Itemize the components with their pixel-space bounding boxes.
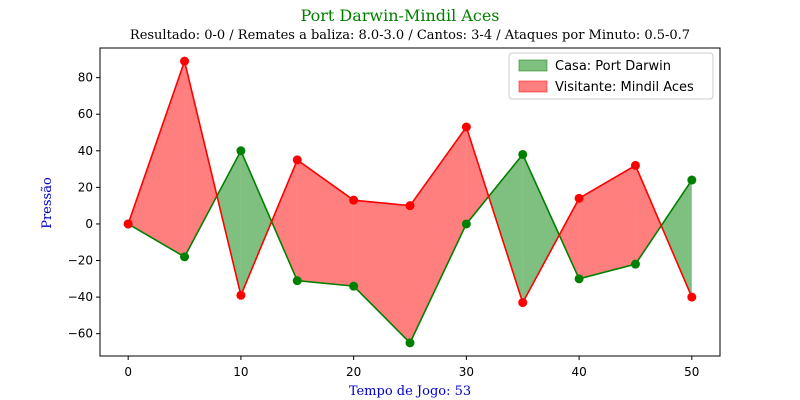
away-point-5 [405, 201, 415, 211]
away-point-4 [349, 195, 359, 205]
away-point-1 [180, 56, 190, 66]
home-point-10 [687, 175, 697, 185]
away-point-0 [123, 219, 133, 229]
home-point-6 [461, 219, 471, 229]
fill-segment-7b [559, 198, 580, 279]
fill-segment-8 [579, 165, 636, 279]
y-tick-label-6: 60 [78, 107, 93, 121]
x-axis-label: Tempo de Jogo: 53 [349, 384, 471, 399]
fill-segment-7a [522, 154, 560, 303]
y-tick-label-2: −20 [68, 254, 93, 268]
away-point-7 [518, 298, 528, 308]
chart-title: Port Darwin-Mindil Aces [300, 6, 499, 25]
away-point-10 [687, 292, 697, 302]
fill-segment-0 [128, 61, 185, 257]
fill-layer [128, 61, 692, 343]
fill-segment-1a [184, 61, 217, 257]
x-tick-label-0: 0 [124, 365, 132, 379]
y-tick-label-4: 20 [78, 180, 93, 194]
fill-segment-2a [240, 150, 272, 296]
legend: Casa: Port Darwin Visitante: Mindil Aces [508, 52, 714, 100]
home-point-4 [349, 281, 359, 291]
x-tick-label-1: 10 [233, 365, 248, 379]
fill-segment-1b [216, 150, 241, 296]
away-point-2 [236, 290, 246, 300]
away-point-3 [292, 155, 302, 165]
fill-segment-9b [661, 180, 692, 298]
away-point-6 [461, 122, 471, 132]
fill-segment-2b [271, 159, 298, 281]
chart-subtitle: Resultado: 0-0 / Remates a baliza: 8.0-3… [130, 28, 690, 43]
x-tick-label-4: 40 [571, 365, 586, 379]
x-tick-label-5: 50 [684, 365, 699, 379]
home-point-7 [518, 149, 528, 159]
fill-segment-6b [488, 154, 523, 303]
fill-segment-4 [353, 200, 410, 343]
home-point-9 [630, 259, 640, 269]
y-tick-label-3: 0 [85, 217, 93, 231]
home-point-2 [236, 146, 246, 156]
home-point-5 [405, 338, 415, 348]
y-tick-label-5: 40 [78, 144, 93, 158]
y-axis-label: Pressão [40, 177, 55, 229]
away-point-8 [574, 193, 584, 203]
axes-frame [99, 47, 721, 357]
x-tick-label-2: 20 [346, 365, 361, 379]
away-point-9 [630, 160, 640, 170]
legend-label-home: Casa: Port Darwin [555, 59, 671, 74]
legend-swatch-home [518, 59, 548, 72]
y-tick-label-7: 80 [78, 71, 93, 85]
home-point-1 [180, 252, 190, 262]
y-axis-ticks: −60 −40 −20 0 20 40 60 80 [68, 71, 100, 341]
point-layer [123, 56, 697, 348]
legend-swatch-away [518, 80, 548, 93]
y-tick-label-1: −40 [68, 290, 93, 304]
fill-segment-6a [466, 127, 489, 224]
fill-segment-9a [635, 165, 662, 265]
fill-segment-3 [297, 159, 354, 287]
y-tick-label-0: −60 [68, 327, 93, 341]
home-point-3 [292, 276, 302, 286]
legend-label-away: Visitante: Mindil Aces [555, 80, 694, 95]
home-point-8 [574, 274, 584, 284]
legend-box [508, 52, 714, 100]
fill-segment-5 [410, 127, 467, 343]
x-axis-ticks: 0 10 20 30 40 50 [124, 356, 699, 379]
x-tick-label-3: 30 [459, 365, 474, 379]
